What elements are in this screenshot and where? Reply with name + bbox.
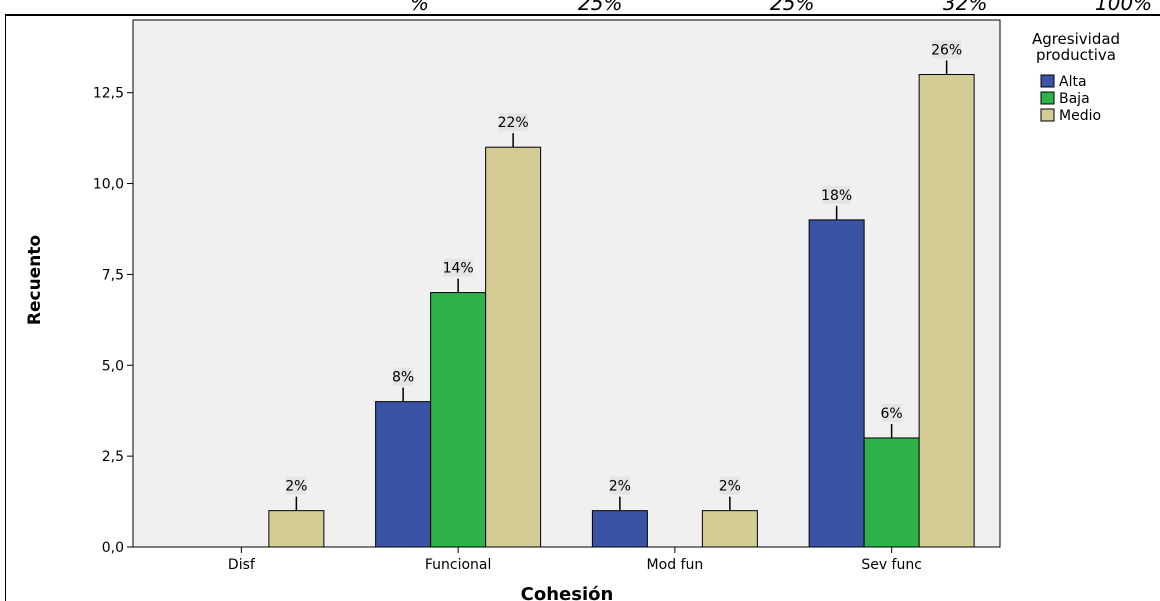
data-label-background	[881, 403, 902, 422]
data-label: 8%	[392, 370, 414, 386]
data-label: 26%	[931, 43, 962, 59]
y-tick-label: 12,5	[93, 86, 124, 102]
bar	[863, 437, 920, 548]
legend-swatch	[1040, 91, 1055, 105]
legend-swatch	[1040, 108, 1055, 122]
legend-label: Alta	[1059, 74, 1087, 90]
table-cell: 32%	[943, 0, 988, 15]
table-cell: 100%	[1095, 0, 1153, 15]
figure-frame-left	[5, 16, 6, 601]
data-label-background	[822, 185, 852, 204]
legend-label: Medio	[1059, 108, 1101, 124]
data-label-background	[609, 476, 630, 495]
table-rule	[5, 14, 1160, 16]
table-header-row: % 25% 25% 32% 100%	[0, 0, 1160, 16]
table-cell: %	[410, 0, 430, 15]
data-label: 2%	[609, 479, 631, 495]
legend-title: Agresividad	[1032, 30, 1120, 48]
data-label-background	[393, 367, 414, 386]
data-label: 2%	[285, 479, 307, 495]
data-label: 14%	[443, 261, 474, 277]
data-label: 22%	[498, 115, 529, 131]
bar	[430, 292, 487, 548]
y-tick-label: 5,0	[102, 358, 124, 374]
x-axis-label: Cohesión	[521, 584, 614, 601]
data-label-background	[719, 476, 740, 495]
data-label-background	[498, 113, 528, 132]
bar	[591, 510, 648, 548]
data-label: 18%	[821, 188, 852, 204]
data-label: 2%	[719, 479, 741, 495]
x-tick-label: Sev func	[861, 557, 922, 573]
table-cell: 25%	[770, 0, 815, 15]
bar	[918, 74, 975, 548]
data-label-background	[443, 258, 473, 277]
table-cell: 25%	[578, 0, 623, 15]
legend-title: productiva	[1036, 46, 1116, 64]
y-tick-label: 7,5	[102, 267, 124, 283]
y-axis-label: Recuento	[25, 235, 45, 325]
y-tick-label: 10,0	[93, 177, 124, 193]
legend-label: Baja	[1059, 91, 1090, 107]
bar	[268, 510, 325, 548]
x-tick-label: Funcional	[425, 557, 492, 573]
data-label-background	[286, 476, 307, 495]
bar	[375, 401, 432, 548]
y-tick-label: 2,5	[102, 449, 124, 465]
bar	[808, 219, 865, 548]
y-tick-label: 0,0	[102, 540, 124, 556]
data-label: 6%	[881, 406, 903, 422]
data-label-background	[932, 40, 962, 59]
bar	[485, 146, 542, 548]
bar	[701, 510, 758, 548]
x-tick-label: Disf	[228, 557, 256, 573]
legend-swatch	[1040, 74, 1055, 88]
x-tick-label: Mod fun	[647, 557, 704, 573]
